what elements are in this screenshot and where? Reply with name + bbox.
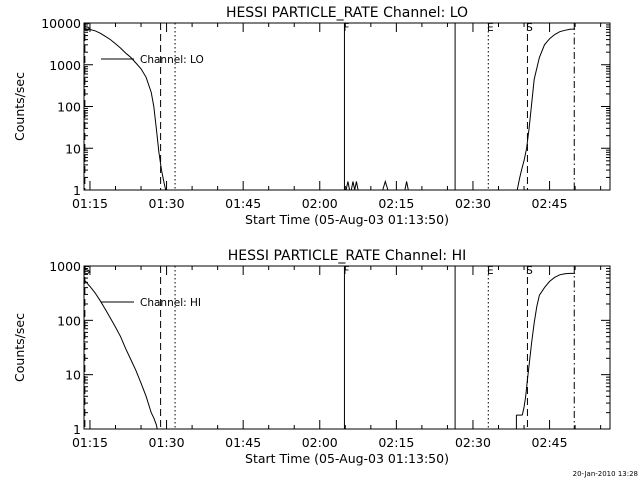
y-axis-label: Counts/sec [12,313,27,382]
x-tick-label: 02:00 [302,196,338,211]
legend-label: Channel: HI [140,297,201,309]
x-tick-label: 02:30 [455,196,491,211]
x-tick-label: 02:00 [302,435,338,450]
x-tick-label: 02:15 [378,196,414,211]
event-marker-label: S [84,265,91,277]
x-tick-label: 01:30 [149,196,185,211]
event-marker-label: E [487,22,494,34]
y-tick-label: 1000 [49,58,81,73]
x-tick-label: 02:30 [455,435,491,450]
x-tick-label: 02:45 [532,435,568,450]
y-axis-label: Counts/sec [12,72,27,141]
event-marker-label: E [487,265,494,277]
series-line [83,28,167,191]
series-line [516,28,576,191]
y-tick-label: 1 [73,422,81,437]
series-line [350,181,359,191]
x-axis-label: Start Time (05-Aug-03 01:13:50) [245,451,449,466]
event-marker-label: S [526,22,533,34]
y-tick-label: 100 [57,313,81,328]
y-tick-label: 10 [65,368,81,383]
x-tick-label: 01:15 [72,196,108,211]
date-stamp: 20-Jan-2010 13:28 [572,470,638,478]
series-line [382,179,389,191]
plot-frame [83,22,611,191]
x-tick-label: 02:45 [532,196,568,211]
chart-panel-1: HESSI PARTICLE_RATE Channel: LO Counts/se… [12,5,611,227]
x-tick-label: 01:45 [225,435,261,450]
series-line [345,181,351,191]
y-tick-label: 10 [65,141,81,156]
series-line [521,272,576,416]
y-tick-label: 1000 [49,259,81,274]
legend-label: Channel: LO [140,54,204,66]
x-tick-label: 01:15 [72,435,108,450]
y-tick-label: 100 [57,100,81,115]
chart-panel-2: HESSI PARTICLE_RATE Channel: HI Counts/se… [12,248,611,466]
x-axis-label: Start Time (05-Aug-03 01:13:50) [245,212,449,227]
series-line [404,181,409,191]
y-tick-label: 10000 [41,16,81,31]
y-tick-label: 1 [73,183,81,198]
x-tick-label: 01:45 [225,196,261,211]
event-marker-label: S [526,265,533,277]
chart-title: HESSI PARTICLE_RATE Channel: HI [228,248,466,264]
x-tick-label: 01:30 [149,435,185,450]
event-marker-label: F [343,22,349,34]
event-marker-label: S [84,22,91,34]
chart-title: HESSI PARTICLE_RATE Channel: LO [226,5,468,21]
plot-frame [83,265,611,430]
x-tick-label: 02:15 [378,435,414,450]
event-marker-label: F [343,265,349,277]
series-line [83,279,158,430]
